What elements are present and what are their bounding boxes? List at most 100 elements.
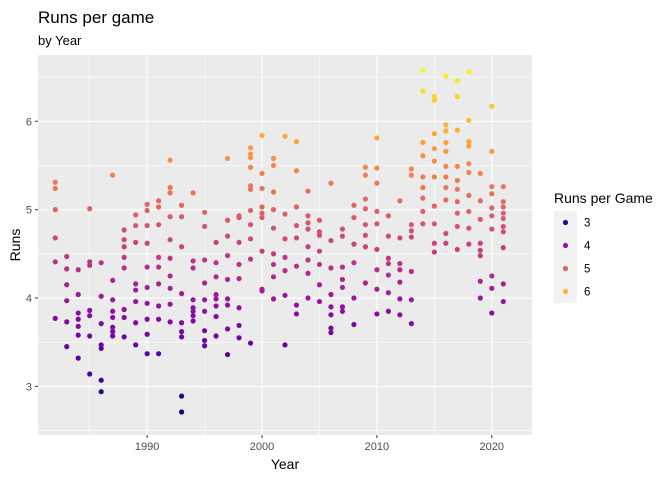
data-point xyxy=(87,313,93,319)
data-point xyxy=(64,319,70,325)
data-point xyxy=(179,244,185,250)
legend-label: 6 xyxy=(584,287,590,299)
data-point xyxy=(454,163,460,169)
data-point xyxy=(489,310,495,316)
data-point xyxy=(408,166,414,172)
legend-keys: 3 4 5 6 xyxy=(554,211,591,303)
data-point xyxy=(305,220,311,226)
data-point xyxy=(156,316,162,322)
data-point xyxy=(420,184,426,191)
data-point xyxy=(98,321,104,327)
data-point xyxy=(87,206,93,212)
data-point xyxy=(500,199,506,205)
data-point xyxy=(500,245,506,251)
data-point xyxy=(133,298,139,305)
data-point xyxy=(328,325,334,331)
data-point xyxy=(179,393,185,399)
data-point xyxy=(305,213,311,219)
data-point xyxy=(236,239,242,245)
data-point xyxy=(156,222,162,228)
data-point xyxy=(167,190,173,196)
data-point xyxy=(454,210,460,216)
data-point xyxy=(144,222,150,229)
data-point xyxy=(110,277,116,283)
data-point xyxy=(224,155,231,161)
data-point xyxy=(282,254,288,260)
data-point xyxy=(201,209,208,215)
data-point xyxy=(259,204,265,210)
data-point xyxy=(190,258,196,264)
data-point xyxy=(351,295,357,301)
data-point xyxy=(236,261,242,268)
data-point xyxy=(179,329,185,335)
data-point xyxy=(477,170,483,177)
data-point xyxy=(179,291,185,297)
data-point xyxy=(179,409,185,415)
data-point xyxy=(190,265,196,271)
data-point xyxy=(52,315,58,321)
data-point xyxy=(362,222,369,228)
data-point xyxy=(351,260,357,266)
data-point xyxy=(224,217,231,223)
data-point xyxy=(362,280,369,286)
data-point xyxy=(213,303,219,309)
x-tick-label: 1990 xyxy=(135,441,159,453)
data-point xyxy=(489,191,495,197)
data-point xyxy=(133,239,139,245)
data-point xyxy=(270,207,277,213)
data-point xyxy=(454,177,460,184)
data-point xyxy=(236,275,242,282)
data-point xyxy=(489,103,495,109)
legend-label: 3 xyxy=(584,218,590,230)
data-point xyxy=(236,322,242,329)
data-point xyxy=(110,329,116,335)
data-point xyxy=(121,265,127,271)
data-point xyxy=(374,165,380,171)
y-tick-label: 5 xyxy=(26,205,32,217)
data-point xyxy=(443,184,449,191)
data-point xyxy=(179,214,185,220)
data-point xyxy=(500,298,506,305)
data-point xyxy=(236,335,242,341)
data-point xyxy=(466,241,472,247)
data-point xyxy=(443,73,449,79)
data-point xyxy=(247,207,254,214)
data-point xyxy=(247,145,254,151)
data-point xyxy=(443,163,449,169)
data-point xyxy=(270,261,277,268)
data-point xyxy=(247,222,254,228)
data-point xyxy=(420,88,426,94)
data-point xyxy=(477,198,483,204)
data-point xyxy=(270,251,277,257)
data-point xyxy=(259,132,265,139)
data-point xyxy=(201,257,208,263)
data-point xyxy=(167,214,173,220)
data-point xyxy=(454,199,460,205)
data-point xyxy=(121,334,127,340)
data-point xyxy=(408,321,414,327)
data-point xyxy=(351,321,357,328)
data-point xyxy=(385,272,391,278)
data-point xyxy=(305,244,311,250)
data-point xyxy=(133,212,139,218)
y-axis-title: Runs xyxy=(7,229,23,262)
data-point xyxy=(362,196,369,202)
data-point xyxy=(431,240,437,246)
data-point xyxy=(397,312,403,318)
data-point xyxy=(305,295,311,301)
data-point xyxy=(466,192,472,199)
data-point xyxy=(443,240,449,246)
data-point xyxy=(179,320,185,326)
data-point xyxy=(339,308,346,314)
data-point xyxy=(121,237,127,243)
data-point xyxy=(420,195,426,201)
data-point xyxy=(500,184,506,190)
data-point xyxy=(133,342,139,348)
legend-key-point xyxy=(562,265,569,272)
data-point xyxy=(270,225,277,231)
data-point xyxy=(454,246,460,253)
data-point xyxy=(64,298,70,304)
data-point xyxy=(98,260,104,266)
data-point xyxy=(201,280,208,286)
data-point xyxy=(224,296,231,302)
